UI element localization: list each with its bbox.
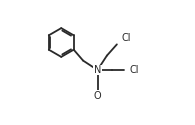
Text: Cl: Cl [129,65,139,75]
Text: Cl: Cl [122,33,131,43]
Text: N: N [94,65,101,75]
Text: O: O [94,91,101,101]
